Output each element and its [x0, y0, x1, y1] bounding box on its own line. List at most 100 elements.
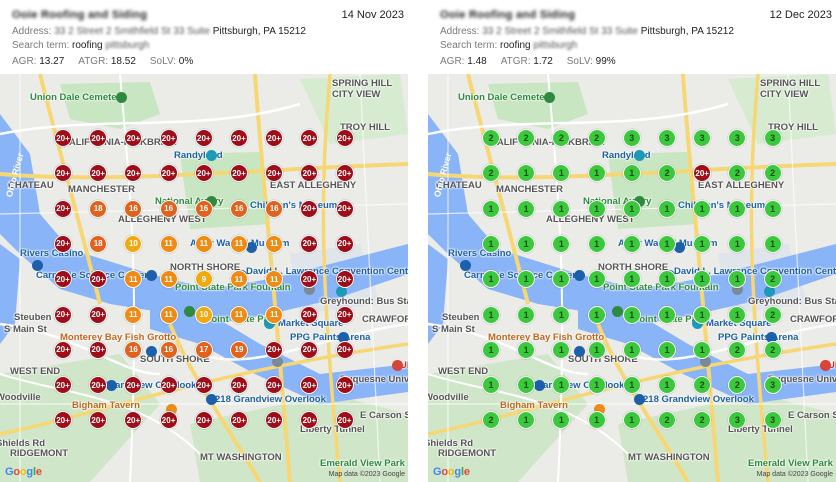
rank-pin[interactable]: 1 — [587, 234, 606, 253]
poi-marker-icon[interactable] — [634, 394, 645, 405]
rank-pin[interactable]: 20+ — [54, 411, 72, 430]
rank-pin[interactable]: 1 — [587, 411, 606, 430]
rank-pin[interactable]: 20+ — [89, 340, 108, 359]
rank-pin[interactable]: 20+ — [194, 129, 213, 147]
rank-pin[interactable]: 2 — [693, 411, 712, 430]
rank-pin[interactable]: 2 — [763, 340, 782, 359]
rank-pin[interactable]: 1 — [517, 270, 536, 289]
rank-pin[interactable]: 20+ — [300, 376, 319, 395]
poi-marker-icon[interactable] — [106, 380, 117, 391]
rank-pin[interactable]: 20+ — [265, 129, 284, 147]
rank-pin[interactable]: 2 — [517, 129, 536, 147]
poi-marker-icon[interactable] — [674, 242, 685, 253]
poi-marker-icon[interactable] — [264, 318, 275, 329]
rank-pin[interactable]: 1 — [693, 270, 712, 289]
rank-pin[interactable]: 1 — [658, 234, 676, 253]
rank-pin[interactable]: 1 — [587, 305, 606, 324]
rank-pin[interactable]: 20+ — [124, 376, 143, 395]
rank-pin[interactable]: 16 — [124, 340, 143, 359]
rank-pin[interactable]: 11 — [124, 270, 143, 289]
rank-pin[interactable]: 1 — [763, 199, 782, 218]
poi-marker-icon[interactable] — [634, 150, 645, 161]
poi-marker-icon[interactable] — [766, 332, 777, 343]
rank-pin[interactable]: 20+ — [335, 199, 354, 218]
rank-pin[interactable]: 11 — [194, 234, 213, 253]
rank-pin[interactable]: 20+ — [159, 411, 178, 430]
rank-pin[interactable]: 1 — [552, 340, 571, 359]
poi-marker-icon[interactable] — [304, 284, 315, 295]
rank-pin[interactable]: 20+ — [89, 376, 108, 395]
rank-pin[interactable]: 1 — [552, 199, 571, 218]
poi-marker-icon[interactable] — [392, 360, 403, 371]
rank-pin[interactable]: 20+ — [54, 129, 72, 147]
rank-pin[interactable]: 2 — [728, 164, 747, 183]
rank-pin[interactable]: 1 — [658, 376, 676, 395]
rank-pin[interactable]: 2 — [482, 129, 500, 147]
rank-pin[interactable]: 20+ — [300, 129, 319, 147]
rank-pin[interactable]: 16 — [265, 199, 284, 218]
rank-pin[interactable]: 2 — [658, 411, 676, 430]
rank-pin[interactable]: 20+ — [335, 305, 354, 324]
rank-pin[interactable]: 20+ — [300, 234, 319, 253]
rank-pin[interactable]: 20+ — [54, 164, 72, 183]
rank-pin[interactable]: 11 — [265, 234, 284, 253]
rank-pin[interactable]: 20+ — [89, 164, 108, 183]
rank-pin[interactable]: 1 — [693, 234, 712, 253]
rank-pin[interactable]: 3 — [622, 129, 641, 147]
rank-pin[interactable]: 1 — [552, 411, 571, 430]
poi-marker-icon[interactable] — [146, 270, 157, 281]
rank-pin[interactable]: 20+ — [54, 234, 72, 253]
rank-pin[interactable]: 1 — [728, 305, 747, 324]
rank-pin[interactable]: 1 — [482, 234, 500, 253]
rank-pin[interactable]: 1 — [693, 340, 712, 359]
rank-pin[interactable]: 1 — [658, 270, 676, 289]
poi-marker-icon[interactable] — [612, 306, 623, 317]
rank-pin[interactable]: 1 — [517, 305, 536, 324]
rank-pin[interactable]: 1 — [552, 376, 571, 395]
rank-pin[interactable]: 20+ — [265, 340, 284, 359]
rank-pin[interactable]: 11 — [265, 270, 284, 289]
rank-pin[interactable]: 1 — [693, 305, 712, 324]
rank-pin[interactable]: 3 — [728, 129, 747, 147]
rank-pin[interactable]: 11 — [159, 270, 178, 289]
rank-pin[interactable]: 11 — [230, 270, 248, 289]
rank-pin[interactable]: 20+ — [124, 411, 143, 430]
rank-pin[interactable]: 2 — [728, 376, 747, 395]
rank-pin[interactable]: 19 — [230, 340, 248, 359]
rank-pin[interactable]: 20+ — [300, 305, 319, 324]
rank-pin[interactable]: 20+ — [159, 129, 178, 147]
poi-marker-icon[interactable] — [116, 92, 127, 103]
rank-pin[interactable]: 10 — [124, 234, 143, 253]
poi-marker-icon[interactable] — [246, 242, 257, 253]
rank-pin[interactable]: 3 — [763, 376, 782, 395]
rank-pin[interactable]: 16 — [159, 199, 178, 218]
rank-pin[interactable]: 16 — [194, 199, 213, 218]
rank-pin[interactable]: 18 — [89, 199, 108, 218]
rank-pin[interactable]: 20+ — [335, 376, 354, 395]
rank-pin[interactable]: 11 — [159, 234, 178, 253]
rank-pin[interactable]: 1 — [728, 270, 747, 289]
rank-pin[interactable]: 20+ — [300, 270, 319, 289]
rank-pin[interactable]: 1 — [622, 376, 641, 395]
rank-pin[interactable]: 20+ — [230, 411, 248, 430]
rank-pin[interactable]: 3 — [658, 129, 676, 147]
rank-pin[interactable]: 11 — [159, 305, 178, 324]
rank-pin[interactable]: 20+ — [54, 199, 72, 218]
rank-pin[interactable]: 20+ — [159, 376, 178, 395]
rank-pin[interactable]: 1 — [517, 164, 536, 183]
rank-pin[interactable]: 17 — [194, 340, 213, 359]
rank-pin[interactable]: 1 — [552, 270, 571, 289]
rank-pin[interactable]: 1 — [482, 270, 500, 289]
rank-pin[interactable]: 1 — [622, 270, 641, 289]
rank-pin[interactable]: 3 — [693, 129, 712, 147]
rank-pin[interactable]: 1 — [517, 340, 536, 359]
rank-pin[interactable]: 16 — [230, 199, 248, 218]
rank-pin[interactable]: 1 — [517, 411, 536, 430]
rank-pin[interactable]: 11 — [230, 305, 248, 324]
rank-pin[interactable]: 20+ — [335, 340, 354, 359]
rank-pin[interactable]: 20+ — [335, 164, 354, 183]
rank-pin[interactable]: 2 — [482, 411, 500, 430]
rank-pin[interactable]: 1 — [587, 270, 606, 289]
rank-pin[interactable]: 20+ — [54, 305, 72, 324]
rank-pin[interactable]: 1 — [622, 305, 641, 324]
